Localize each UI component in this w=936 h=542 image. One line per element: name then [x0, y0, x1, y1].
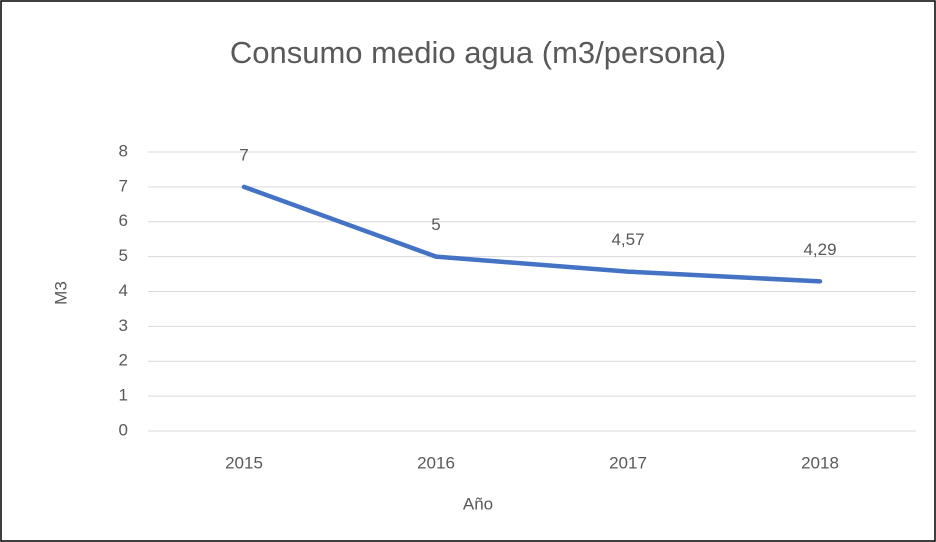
x-tick-label: 2017 — [609, 453, 647, 472]
y-axis-label: M3 — [51, 281, 70, 305]
y-tick-label: 8 — [119, 141, 128, 160]
y-tick-label: 3 — [119, 316, 128, 335]
y-tick-label: 2 — [119, 351, 128, 370]
x-tick-label: 2016 — [417, 453, 455, 472]
y-tick-label: 1 — [119, 386, 128, 405]
data-label: 5 — [431, 215, 440, 234]
chart-title: Consumo medio agua (m3/persona) — [230, 35, 726, 70]
y-tick-label: 6 — [119, 211, 128, 230]
data-label: 7 — [239, 145, 248, 164]
data-line — [241, 184, 823, 284]
x-axis-label: Año — [463, 494, 493, 513]
y-tick-label: 4 — [119, 281, 128, 300]
y-tick-label: 7 — [119, 176, 128, 195]
data-label: 4,57 — [611, 230, 644, 249]
y-tick-label: 5 — [119, 246, 128, 265]
data-label: 4,29 — [803, 240, 836, 259]
x-tick-label: 2015 — [225, 453, 263, 472]
y-tick-label: 0 — [119, 420, 128, 439]
x-tick-label: 2018 — [801, 453, 839, 472]
